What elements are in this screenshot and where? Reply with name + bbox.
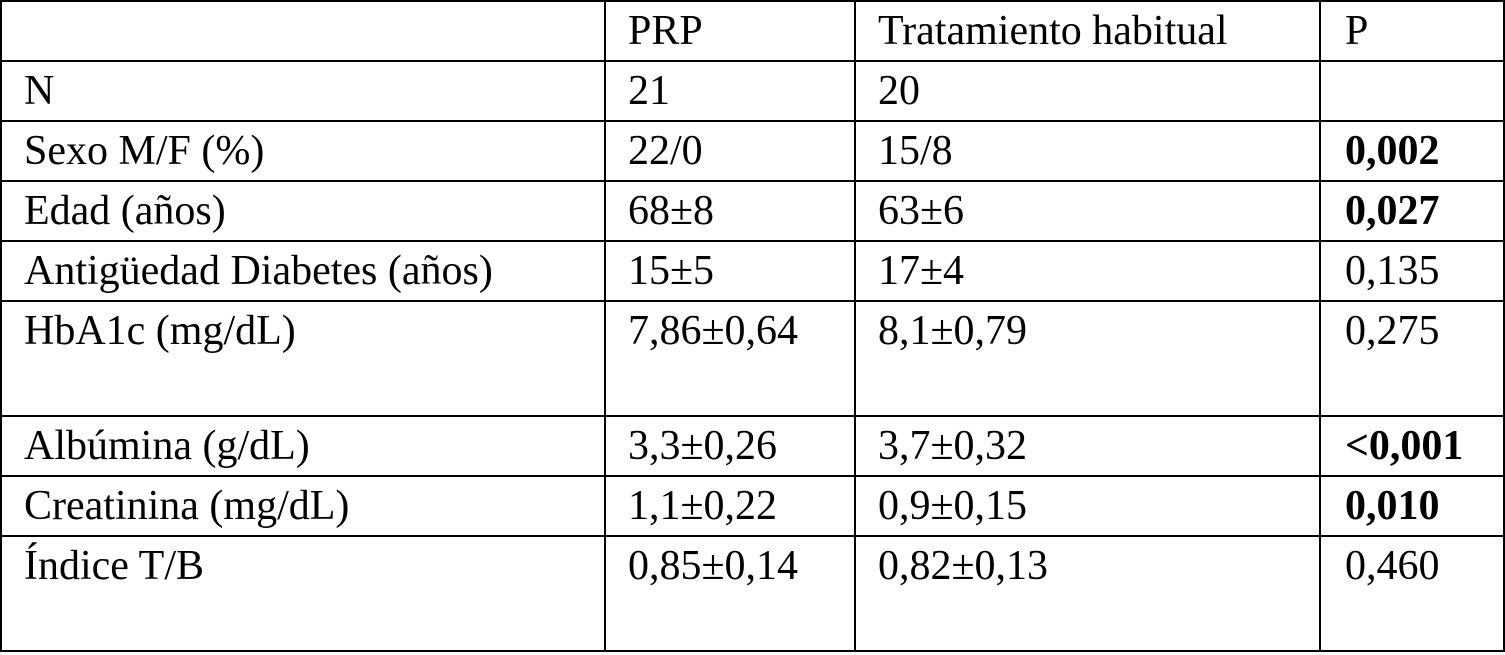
prp-value: 15±5 <box>604 240 856 302</box>
table-row: N 21 20 <box>0 60 1505 122</box>
prp-value: 0,85±0,14 <box>604 535 856 652</box>
row-label: Creatinina (mg/dL) <box>0 475 606 537</box>
p-value: 0,002 <box>1319 120 1505 182</box>
table-row: HbA1c (mg/dL) 7,86±0,64 8,1±0,79 0,275 <box>0 300 1505 417</box>
tratamiento-value: 3,7±0,32 <box>854 415 1321 477</box>
p-value: 0,027 <box>1319 180 1505 242</box>
prp-value: 1,1±0,22 <box>604 475 856 537</box>
row-label: Albúmina (g/dL) <box>0 415 606 477</box>
p-value: 0,135 <box>1319 240 1505 302</box>
table-row: Edad (años) 68±8 63±6 0,027 <box>0 180 1505 242</box>
header-cell-p: P <box>1319 0 1505 62</box>
table-row: Antigüedad Diabetes (años) 15±5 17±4 0,1… <box>0 240 1505 302</box>
row-label: Edad (años) <box>0 180 606 242</box>
prp-value: 22/0 <box>604 120 856 182</box>
tratamiento-value: 0,9±0,15 <box>854 475 1321 537</box>
table-row: Sexo M/F (%) 22/0 15/8 0,002 <box>0 120 1505 182</box>
table-row: Índice T/B 0,85±0,14 0,82±0,13 0,460 <box>0 535 1505 652</box>
header-cell-tratamiento: Tratamiento habitual <box>854 0 1321 62</box>
tratamiento-value: 15/8 <box>854 120 1321 182</box>
table-row: Albúmina (g/dL) 3,3±0,26 3,7±0,32 <0,001 <box>0 415 1505 477</box>
row-label: N <box>0 60 606 122</box>
prp-value: 7,86±0,64 <box>604 300 856 417</box>
p-value: 0,010 <box>1319 475 1505 537</box>
prp-value: 3,3±0,26 <box>604 415 856 477</box>
p-value: <0,001 <box>1319 415 1505 477</box>
table-header-row: PRP Tratamiento habitual P <box>0 0 1505 62</box>
p-value: 0,275 <box>1319 300 1505 417</box>
row-label: Sexo M/F (%) <box>0 120 606 182</box>
row-label: Antigüedad Diabetes (años) <box>0 240 606 302</box>
tratamiento-value: 20 <box>854 60 1321 122</box>
row-label: HbA1c (mg/dL) <box>0 300 606 417</box>
p-value: 0,460 <box>1319 535 1505 652</box>
prp-value: 68±8 <box>604 180 856 242</box>
tratamiento-value: 8,1±0,79 <box>854 300 1321 417</box>
tratamiento-value: 17±4 <box>854 240 1321 302</box>
header-cell-empty <box>0 0 606 62</box>
table-row: Creatinina (mg/dL) 1,1±0,22 0,9±0,15 0,0… <box>0 475 1505 537</box>
row-label: Índice T/B <box>0 535 606 652</box>
prp-value: 21 <box>604 60 856 122</box>
p-value <box>1319 60 1505 122</box>
tratamiento-value: 63±6 <box>854 180 1321 242</box>
tratamiento-value: 0,82±0,13 <box>854 535 1321 652</box>
header-cell-prp: PRP <box>604 0 856 62</box>
